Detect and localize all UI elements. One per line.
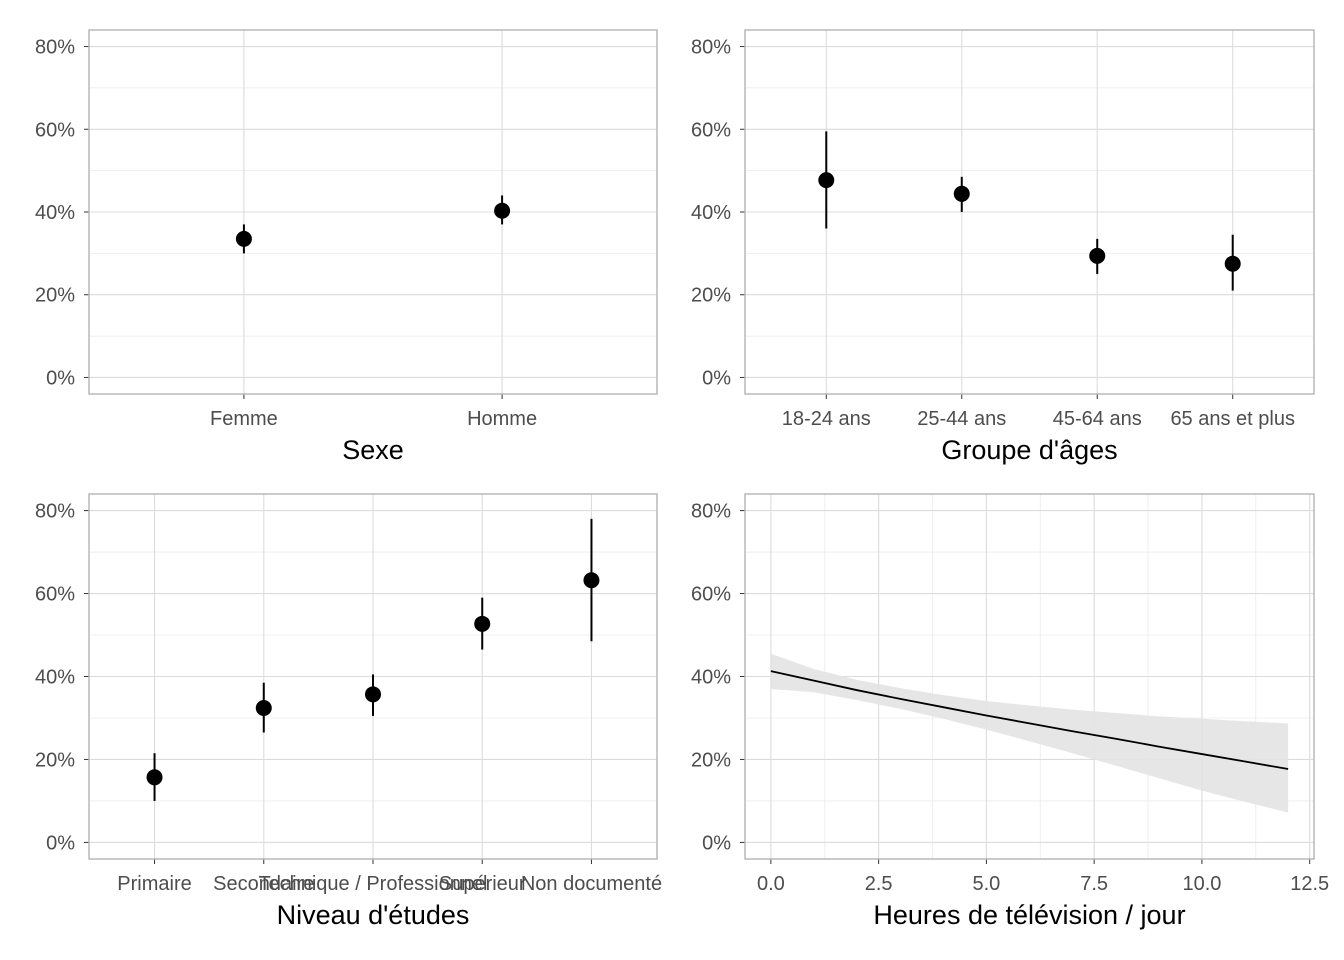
data-point bbox=[146, 769, 163, 786]
trend-line bbox=[770, 670, 1289, 770]
x-tick-label: 25-44 ans bbox=[917, 408, 1006, 430]
panel-border bbox=[88, 493, 658, 860]
y-tick-label: 0% bbox=[46, 367, 75, 389]
y-tick-label: 80% bbox=[691, 37, 731, 59]
y-tick-label: 80% bbox=[691, 501, 731, 523]
x-tick-label: 45-64 ans bbox=[1053, 408, 1142, 430]
x-tick-label: 5.0 bbox=[972, 873, 1000, 895]
data-point bbox=[1224, 255, 1241, 272]
data-point bbox=[474, 615, 491, 632]
panel-border bbox=[744, 29, 1315, 395]
y-tick-label: 60% bbox=[35, 584, 75, 606]
y-tick-label: 0% bbox=[702, 832, 731, 854]
y-tick-label: 60% bbox=[691, 584, 731, 606]
y-tick-label: 0% bbox=[46, 832, 75, 854]
y-tick-label: 20% bbox=[35, 285, 75, 307]
x-axis-title: Sexe bbox=[342, 435, 404, 465]
panel-heures-television: 0% 20% 40% 60% 80% 0.0 2.5 5.0 7.5 10.0 12.5 Heures… bbox=[691, 493, 1329, 930]
y-tick-label: 60% bbox=[35, 119, 75, 141]
x-tick-label: Primaire bbox=[117, 873, 191, 895]
x-tick-label: 7.5 bbox=[1080, 873, 1108, 895]
data-point bbox=[583, 572, 600, 589]
data-point bbox=[365, 686, 381, 703]
data-point bbox=[494, 202, 511, 219]
panel-groupe-ages: 0% 20% 40% 60% 80% 18-24 ans 25-44 ans 45-64 an… bbox=[691, 29, 1315, 465]
data-point bbox=[235, 230, 252, 247]
x-tick-label: Femme bbox=[210, 408, 278, 430]
data-point bbox=[953, 185, 970, 202]
data-point bbox=[255, 700, 272, 717]
x-tick-label: Homme bbox=[467, 408, 537, 430]
y-tick-label: 20% bbox=[35, 749, 75, 771]
panel-border bbox=[744, 493, 1315, 860]
panel-border bbox=[88, 29, 658, 395]
y-tick-label: 20% bbox=[691, 285, 731, 307]
y-tick-label: 80% bbox=[35, 501, 75, 523]
x-tick-label: Technique / Professionnel bbox=[258, 873, 487, 895]
y-tick-label: 40% bbox=[35, 202, 75, 224]
x-tick-label: Non documenté bbox=[521, 873, 662, 895]
panel-niveau-etudes: 0% 20% 40% 60% 80% Primaire SecondaireTechniqu… bbox=[35, 493, 662, 930]
x-tick-label: 10.0 bbox=[1182, 873, 1221, 895]
x-axis-title: Heures de télévision / jour bbox=[873, 900, 1185, 930]
x-tick-label: 18-24 ans bbox=[782, 408, 871, 430]
data-point bbox=[1089, 247, 1106, 264]
y-tick-label: 40% bbox=[691, 667, 731, 689]
y-tick-label: 80% bbox=[35, 37, 75, 59]
x-tick-label: 2.5 bbox=[865, 873, 893, 895]
y-tick-label: 40% bbox=[691, 202, 731, 224]
x-tick-label: Supérieur bbox=[439, 873, 526, 895]
panel-sexe: 0% 20% 40% 60% 80% Femme Homme Sexe bbox=[35, 29, 658, 465]
y-tick-label: 40% bbox=[35, 667, 75, 689]
x-tick-label: Secondaire bbox=[213, 873, 314, 895]
x-tick-label: 0.0 bbox=[757, 873, 785, 895]
y-tick-label: 0% bbox=[702, 367, 731, 389]
data-point bbox=[818, 172, 835, 189]
x-axis-title: Groupe d'âges bbox=[941, 435, 1117, 465]
x-axis-title: Niveau d'études bbox=[277, 900, 470, 930]
x-tick-label: 65 ans et plus bbox=[1170, 408, 1295, 430]
confidence-band bbox=[770, 653, 1289, 813]
y-tick-label: 20% bbox=[691, 749, 731, 771]
x-tick-label: 12.5 bbox=[1290, 873, 1329, 895]
y-tick-label: 60% bbox=[691, 119, 731, 141]
